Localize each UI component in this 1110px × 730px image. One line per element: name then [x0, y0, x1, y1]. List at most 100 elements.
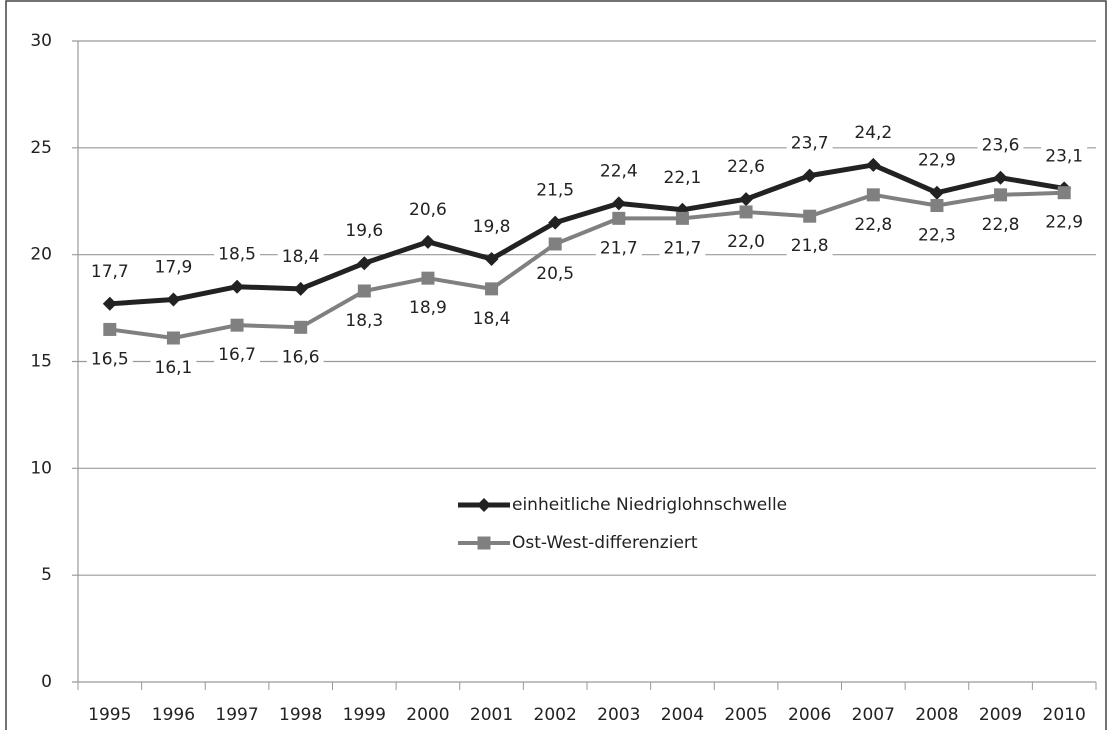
label-bg [914, 148, 960, 173]
label-bg [405, 197, 451, 222]
marker [548, 215, 563, 230]
marker [230, 318, 244, 332]
label-bg [786, 131, 833, 156]
marker [103, 322, 117, 336]
marker [739, 205, 753, 219]
label-bg [723, 229, 769, 254]
data-label: 18,5 [218, 245, 256, 265]
label-bg [341, 308, 388, 333]
data-label: 18,3 [345, 311, 383, 331]
x-tick-label: 1997 [215, 705, 258, 725]
x-tick-label: 2003 [597, 705, 640, 725]
data-label: 18,4 [282, 247, 320, 267]
marker [477, 498, 491, 512]
marker [993, 170, 1008, 185]
x-tick-label: 2002 [534, 705, 577, 725]
label-bg [1041, 144, 1088, 169]
marker [484, 251, 499, 266]
series-line [109, 162, 1065, 307]
x-tick-label: 1996 [152, 705, 195, 725]
label-bg [532, 178, 579, 203]
label-bg [850, 120, 897, 145]
label-bg [277, 244, 324, 269]
data-label: 21,5 [536, 181, 574, 201]
data-label: 16,1 [155, 358, 193, 378]
data-label: 19,8 [473, 217, 511, 237]
data-label: 22,6 [727, 157, 765, 177]
y-tick-label: 25 [30, 138, 52, 158]
label-bg [214, 343, 260, 368]
y-tick-label: 20 [30, 245, 52, 265]
data-label: 23,7 [791, 134, 829, 154]
marker [477, 536, 491, 550]
marker [102, 296, 117, 311]
x-tick-label: 2008 [915, 705, 958, 725]
label-bg [977, 133, 1024, 158]
label-bg [595, 236, 642, 261]
y-tick-label: 0 [41, 672, 52, 692]
label-bg [468, 214, 515, 239]
marker [357, 256, 372, 271]
label-bg [723, 155, 769, 180]
marker [803, 209, 817, 223]
label-bg [1041, 210, 1088, 235]
label-bg [850, 212, 897, 237]
marker [294, 320, 308, 334]
marker [1057, 186, 1071, 200]
y-tick-label: 30 [30, 31, 52, 51]
marker [611, 196, 626, 211]
label-bg [786, 234, 833, 259]
data-label: 18,4 [473, 309, 511, 329]
legend-item: einheitliche Niedriglohnschwelle [458, 495, 787, 515]
marker [166, 292, 181, 307]
legend-label: Ost-West-differenziert [512, 533, 698, 553]
data-label: 22,9 [918, 151, 956, 171]
data-label: 16,6 [282, 347, 320, 367]
label-bg [914, 223, 960, 248]
marker [802, 168, 817, 183]
data-label: 22,3 [918, 226, 956, 246]
data-label: 22,1 [664, 168, 702, 188]
x-tick-label: 2009 [979, 705, 1022, 725]
label-bg [341, 219, 388, 244]
data-label: 23,6 [982, 136, 1020, 156]
legend-item: Ost-West-differenziert [458, 533, 698, 553]
label-bg [977, 212, 1024, 237]
marker [548, 237, 562, 251]
label-bg [659, 165, 706, 190]
data-label: 22,8 [982, 215, 1020, 235]
data-label: 20,5 [536, 264, 574, 284]
marker [420, 234, 435, 249]
data-label: 17,9 [155, 258, 193, 278]
data-label: 20,6 [409, 200, 447, 220]
data-label: 17,7 [91, 262, 129, 282]
x-tick-label: 2001 [470, 705, 513, 725]
series-line [109, 190, 1065, 340]
label-bg [595, 159, 642, 184]
data-label: 21,8 [791, 236, 829, 256]
label-bg [277, 345, 324, 370]
x-tick-label: 2004 [661, 705, 704, 725]
data-label: 21,7 [664, 238, 702, 258]
marker [421, 271, 435, 285]
label-bg [214, 242, 260, 267]
data-label: 22,4 [600, 161, 638, 181]
marker [739, 192, 754, 207]
label-bg [86, 259, 133, 284]
y-tick-label: 15 [30, 352, 52, 372]
marker [675, 211, 689, 225]
data-label: 18,9 [409, 298, 447, 318]
marker [929, 185, 944, 200]
x-tick-label: 2010 [1043, 705, 1086, 725]
marker [930, 199, 944, 213]
data-label: 23,1 [1045, 146, 1083, 166]
label-bg [86, 347, 133, 372]
data-label: 22,0 [727, 232, 765, 252]
y-tick-label: 5 [41, 565, 52, 585]
marker [612, 211, 626, 225]
x-tick-label: 1995 [88, 705, 131, 725]
x-tick-label: 1999 [343, 705, 386, 725]
x-tick-label: 2006 [788, 705, 831, 725]
data-label: 16,7 [218, 345, 256, 365]
marker [230, 279, 245, 294]
